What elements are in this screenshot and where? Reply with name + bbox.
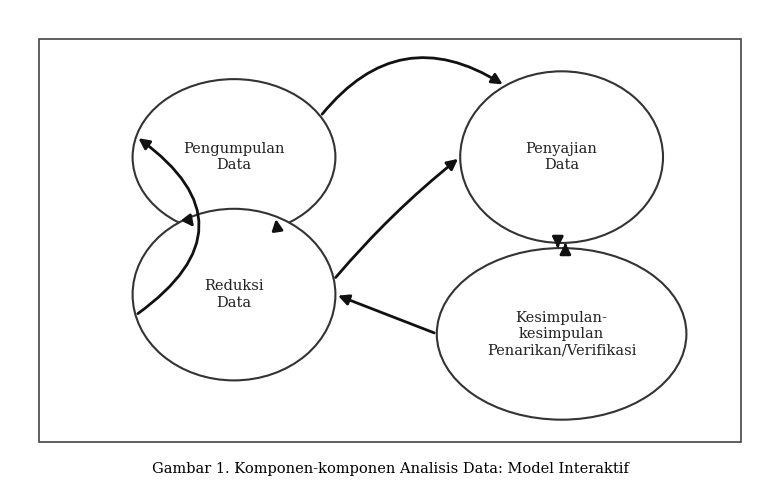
FancyBboxPatch shape bbox=[39, 39, 741, 442]
Ellipse shape bbox=[133, 79, 335, 235]
Ellipse shape bbox=[460, 71, 663, 243]
Text: Reduksi
Data: Reduksi Data bbox=[204, 279, 264, 310]
Ellipse shape bbox=[437, 248, 686, 420]
Text: Gambar 1. Komponen-komponen Analisis Data: Model Interaktif: Gambar 1. Komponen-komponen Analisis Dat… bbox=[151, 462, 629, 476]
Text: Pengumpulan
Data: Pengumpulan Data bbox=[183, 142, 285, 172]
Text: Kesimpulan-
kesimpulan
Penarikan/Verifikasi: Kesimpulan- kesimpulan Penarikan/Verifik… bbox=[487, 311, 636, 357]
Text: Penyajian
Data: Penyajian Data bbox=[526, 142, 597, 172]
Ellipse shape bbox=[133, 209, 335, 381]
